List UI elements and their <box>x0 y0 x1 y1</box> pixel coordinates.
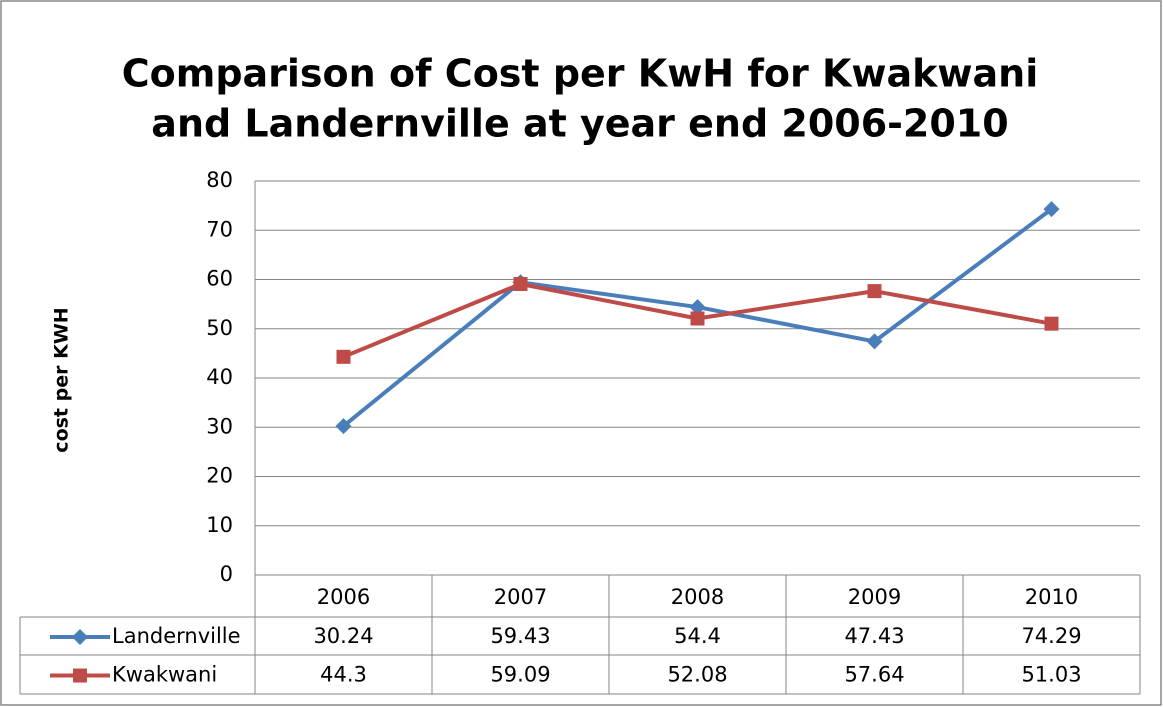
table-value: 54.4 <box>674 624 721 648</box>
table-value: 59.43 <box>490 624 550 648</box>
legend-label: Landernville <box>112 624 241 648</box>
y-tick-label: 60 <box>206 267 233 291</box>
x-tick-label: 2006 <box>317 585 370 609</box>
table-value: 30.24 <box>313 624 373 648</box>
table-value: 52.08 <box>667 663 727 687</box>
marker <box>1043 201 1060 218</box>
x-tick-label: 2008 <box>671 585 724 609</box>
marker <box>690 311 705 326</box>
marker <box>72 629 88 645</box>
x-tick-label: 2010 <box>1025 585 1078 609</box>
table-value: 44.3 <box>320 663 367 687</box>
marker <box>335 418 352 435</box>
y-axis-label: cost per KWH <box>51 307 73 452</box>
marker <box>866 333 883 350</box>
marker <box>1044 316 1059 331</box>
table-value: 59.09 <box>490 663 550 687</box>
marker <box>867 284 882 299</box>
y-tick-label: 0 <box>220 562 233 586</box>
y-tick-label: 40 <box>206 365 233 389</box>
chart-title: Comparison of Cost per KwH for Kwakwani <box>122 52 1039 96</box>
marker <box>689 299 706 316</box>
x-tick-label: 2007 <box>494 585 547 609</box>
y-tick-label: 30 <box>206 414 233 438</box>
x-tick-label: 2009 <box>848 585 901 609</box>
y-tick-label: 50 <box>206 316 233 340</box>
table-value: 74.29 <box>1021 624 1081 648</box>
y-tick-label: 20 <box>206 464 233 488</box>
chart-title: and Landernville at year end 2006-2010 <box>151 102 1008 146</box>
y-tick-label: 80 <box>206 168 233 192</box>
table-value: 47.43 <box>844 624 904 648</box>
table-value: 51.03 <box>1021 663 1081 687</box>
marker <box>513 276 528 291</box>
legend-label: Kwakwani <box>112 663 217 687</box>
table-value: 57.64 <box>844 663 904 687</box>
y-tick-label: 10 <box>206 513 233 537</box>
y-tick-label: 70 <box>206 217 233 241</box>
marker <box>73 668 87 683</box>
marker <box>336 349 351 364</box>
